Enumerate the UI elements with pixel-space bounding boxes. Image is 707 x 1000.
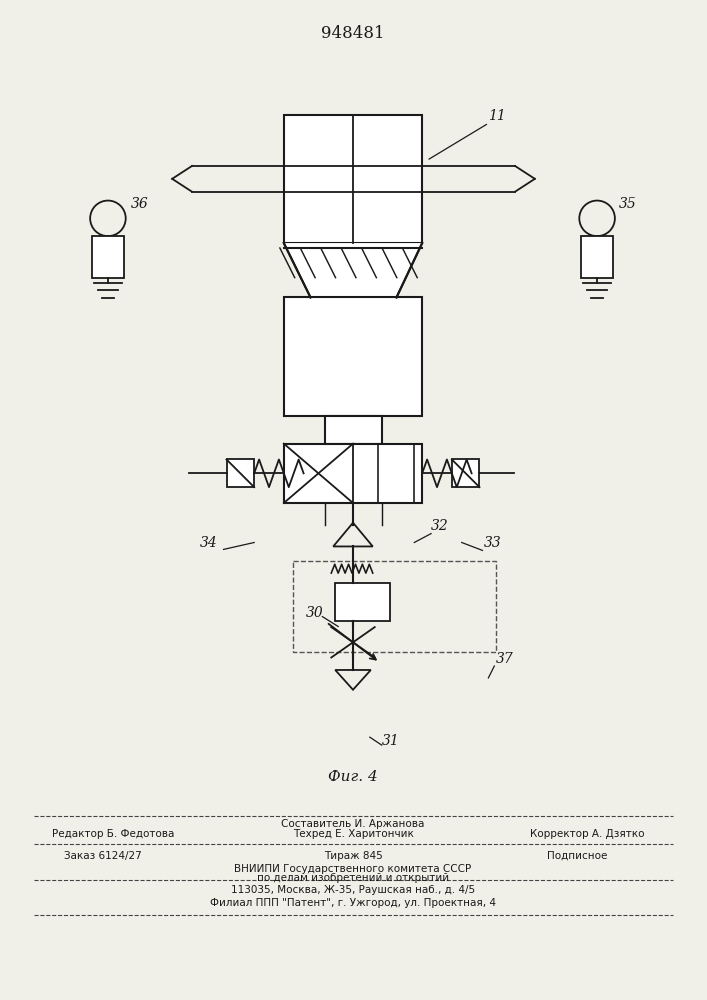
Bar [284, 444, 422, 503]
Text: Корректор А. Дзятко: Корректор А. Дзятко [530, 829, 645, 839]
Text: 32: 32 [431, 519, 449, 533]
Bar [92, 236, 124, 278]
Text: Заказ 6124/27: Заказ 6124/27 [64, 851, 142, 861]
Polygon shape [284, 243, 422, 297]
Bar [581, 236, 613, 278]
Text: по делам изобретений и открытий: по делам изобретений и открытий [257, 873, 449, 883]
Text: 30: 30 [305, 606, 323, 620]
Bar [325, 416, 382, 444]
Text: 37: 37 [496, 652, 514, 666]
Text: 34: 34 [200, 536, 218, 550]
Text: 113035, Москва, Ж-35, Раушская наб., д. 4/5: 113035, Москва, Ж-35, Раушская наб., д. … [231, 885, 475, 895]
Text: Филиал ППП "Патент", г. Ужгород, ул. Проектная, 4: Филиал ППП "Патент", г. Ужгород, ул. Про… [210, 898, 496, 908]
Text: 36: 36 [131, 197, 148, 211]
Text: Подписное: Подписное [547, 851, 607, 861]
Text: 11: 11 [489, 109, 506, 123]
Text: Техред Е. Харитончик: Техред Е. Харитончик [293, 829, 414, 839]
Text: Редактор Б. Федотова: Редактор Б. Федотова [52, 829, 174, 839]
Text: 31: 31 [382, 734, 399, 748]
Text: Фиг. 4: Фиг. 4 [328, 770, 378, 784]
Text: Тираж 845: Тираж 845 [324, 851, 382, 861]
Bar [284, 297, 422, 416]
Text: 35: 35 [619, 197, 636, 211]
Bar [452, 459, 479, 487]
Text: 33: 33 [484, 536, 501, 550]
Bar [284, 115, 422, 243]
Bar [226, 459, 255, 487]
Text: 948481: 948481 [321, 25, 385, 42]
Bar [335, 583, 390, 621]
Bar [293, 561, 496, 652]
Text: ВНИИПИ Государственного комитета СССР: ВНИИПИ Государственного комитета СССР [235, 864, 472, 874]
Text: Составитель И. Аржанова: Составитель И. Аржанова [281, 819, 425, 829]
